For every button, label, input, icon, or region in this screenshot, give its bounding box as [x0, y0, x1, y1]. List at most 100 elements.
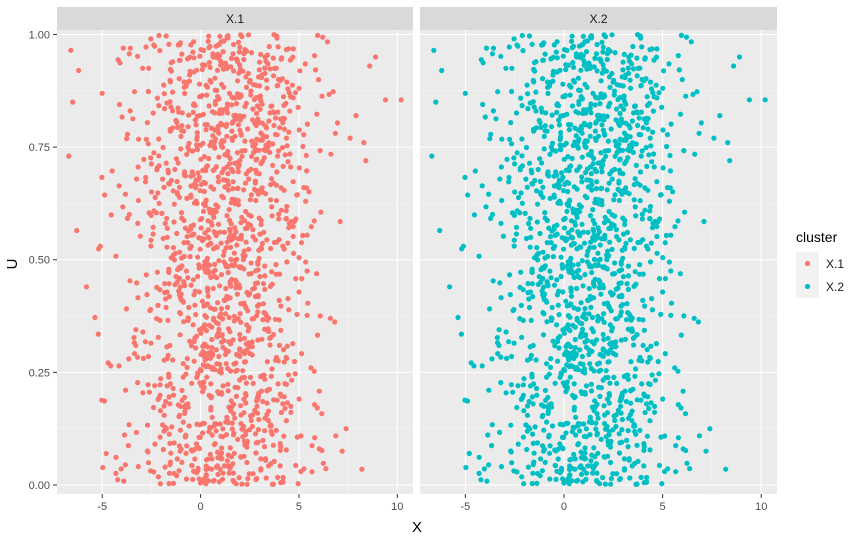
data-point — [539, 109, 545, 115]
data-point — [606, 180, 612, 186]
data-point — [463, 464, 469, 471]
data-point — [498, 164, 504, 170]
data-point — [673, 469, 679, 475]
data-point — [162, 220, 168, 227]
data-point — [651, 94, 657, 100]
data-point — [179, 459, 185, 465]
data-point — [577, 320, 583, 326]
data-point — [612, 271, 618, 277]
data-point — [135, 295, 141, 301]
data-point — [263, 456, 269, 462]
data-point — [168, 177, 174, 184]
data-point — [553, 476, 559, 482]
data-point — [578, 332, 584, 338]
data-point — [601, 421, 608, 427]
data-point — [647, 381, 653, 387]
data-point — [549, 228, 555, 234]
data-point — [315, 32, 321, 39]
data-point — [524, 403, 531, 409]
data-point — [243, 400, 249, 406]
data-point — [218, 140, 224, 146]
data-point — [258, 388, 265, 394]
data-point — [631, 245, 637, 252]
data-point — [275, 153, 281, 159]
data-point — [170, 480, 177, 486]
data-point — [170, 245, 177, 251]
data-point — [197, 366, 203, 373]
data-point — [643, 120, 650, 126]
data-point — [263, 475, 269, 481]
data-point — [172, 250, 178, 256]
data-point — [290, 54, 296, 60]
data-point — [250, 227, 256, 233]
data-point — [533, 125, 539, 131]
data-point — [268, 176, 275, 182]
data-point — [289, 377, 295, 383]
data-point — [437, 227, 443, 234]
data-point — [613, 352, 619, 358]
data-point — [541, 427, 547, 433]
data-point — [589, 420, 595, 426]
data-point — [266, 386, 272, 392]
data-point — [668, 312, 674, 318]
data-point — [148, 340, 154, 346]
data-point — [616, 280, 622, 287]
data-point — [613, 227, 620, 233]
data-point — [727, 158, 733, 164]
data-point — [220, 49, 226, 55]
data-point — [231, 250, 237, 256]
data-point — [557, 441, 563, 447]
data-point — [222, 351, 229, 358]
data-point — [297, 68, 303, 74]
data-point — [239, 148, 245, 154]
data-point — [631, 197, 637, 203]
data-point — [582, 450, 588, 456]
data-point — [577, 275, 583, 281]
data-point — [595, 225, 601, 231]
data-point — [217, 421, 223, 427]
data-point — [594, 112, 601, 119]
data-point — [581, 120, 588, 126]
data-point — [238, 319, 244, 325]
data-point — [316, 388, 322, 394]
data-point — [190, 322, 196, 328]
data-point — [170, 392, 177, 398]
data-point — [292, 90, 298, 96]
data-point — [518, 95, 524, 101]
data-point — [508, 120, 514, 126]
data-point — [262, 54, 268, 60]
facet-strip-label: X.2 — [589, 12, 607, 26]
data-point — [181, 84, 187, 90]
data-point — [290, 341, 296, 347]
data-point — [170, 385, 176, 392]
data-point — [359, 466, 365, 472]
data-point — [647, 203, 654, 210]
data-point — [116, 183, 122, 189]
data-point — [591, 232, 597, 238]
data-point — [308, 365, 314, 371]
data-point — [548, 124, 555, 130]
data-point — [265, 61, 271, 67]
data-point — [644, 347, 650, 353]
data-point — [244, 347, 250, 353]
data-point — [571, 451, 577, 457]
data-point — [597, 242, 603, 248]
data-point — [248, 166, 254, 172]
data-point — [95, 331, 101, 337]
data-point — [277, 441, 283, 447]
data-point — [656, 371, 662, 377]
data-point — [225, 388, 231, 394]
data-point — [560, 445, 566, 451]
data-point — [634, 332, 640, 338]
data-point — [168, 104, 174, 110]
data-point — [570, 43, 577, 50]
data-point — [278, 303, 284, 309]
data-point — [333, 433, 339, 439]
data-point — [218, 311, 224, 317]
data-point — [632, 103, 639, 109]
data-point — [654, 46, 660, 52]
data-point — [557, 146, 564, 152]
data-point — [537, 178, 544, 185]
data-point — [564, 208, 570, 214]
data-point — [253, 122, 259, 129]
